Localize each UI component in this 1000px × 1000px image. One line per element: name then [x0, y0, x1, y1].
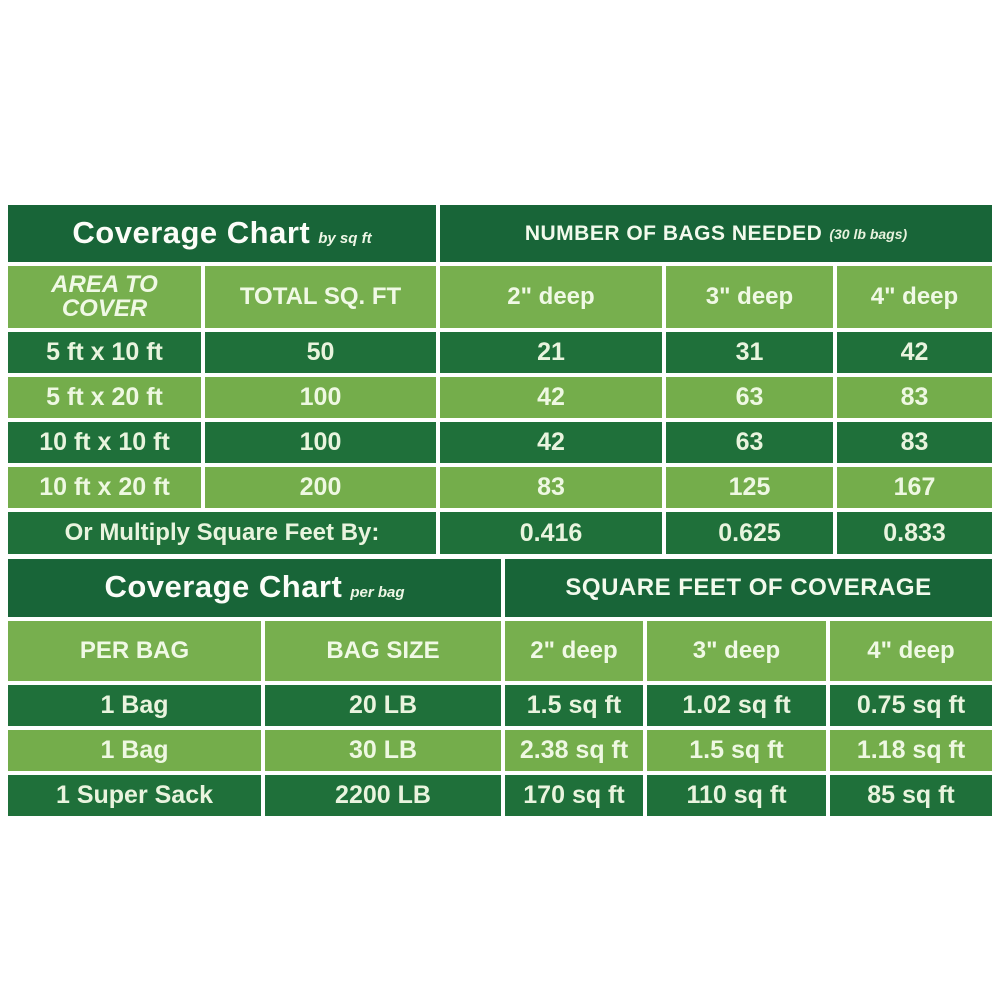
table1-col-header-3deep: 3" deep [666, 266, 833, 328]
table1-row0-4deep: 42 [837, 332, 992, 373]
table1-row0-area: 5 ft x 10 ft [8, 332, 201, 373]
table2-title-note: per bag [350, 584, 405, 601]
table2-col-header-3deep: 3" deep [647, 621, 826, 681]
table2-row2-bagsize: 2200 LB [265, 775, 501, 816]
table1-footer-label: Or Multiply Square Feet By: [8, 512, 436, 554]
table1-row1-3deep: 63 [666, 377, 833, 418]
table1-row0-sqft: 50 [205, 332, 436, 373]
table2-row0-bagsize: 20 LB [265, 685, 501, 726]
table1-title-note: by sq ft [318, 230, 372, 247]
table2-row1-perbag: 1 Bag [8, 730, 261, 771]
table1-row1-sqft: 100 [205, 377, 436, 418]
table1-footer-2deep: 0.416 [440, 512, 662, 554]
table1-row3-area: 10 ft x 20 ft [8, 467, 201, 508]
table1-col-header-2deep: 2" deep [440, 266, 662, 328]
table1-col-header-4deep: 4" deep [837, 266, 992, 328]
table2-title-cell: Coverage Chart per bag [8, 559, 501, 617]
tables-container: Coverage Chart by sq ft NUMBER OF BAGS N… [8, 205, 992, 816]
table1-col-header-totalsqft: TOTAL SQ. FT [205, 266, 436, 328]
table1-row1-area: 5 ft x 20 ft [8, 377, 201, 418]
table1-row2-2deep: 42 [440, 422, 662, 463]
table2-coverage-header-cell: SQUARE FEET OF COVERAGE [505, 559, 992, 617]
table-coverage-per-bag: Coverage Chart per bag SQUARE FEET OF CO… [8, 559, 992, 816]
table1-row3-4deep: 167 [837, 467, 992, 508]
table1-row1-4deep: 83 [837, 377, 992, 418]
table2-row0-perbag: 1 Bag [8, 685, 261, 726]
table2-row0-4deep: 0.75 sq ft [830, 685, 992, 726]
table1-title-cell: Coverage Chart by sq ft [8, 205, 436, 262]
table1-title: Coverage Chart [72, 215, 311, 250]
table2-row1-2deep: 2.38 sq ft [505, 730, 643, 771]
table1-row3-sqft: 200 [205, 467, 436, 508]
table2-title: Coverage Chart [104, 569, 343, 604]
table2-col-header-bagsize: BAG SIZE [265, 621, 501, 681]
table2-col-header-2deep: 2" deep [505, 621, 643, 681]
table1-row3-3deep: 125 [666, 467, 833, 508]
table2-row1-4deep: 1.18 sq ft [830, 730, 992, 771]
table2-row1-bagsize: 30 LB [265, 730, 501, 771]
table1-bags-note: (30 lb bags) [829, 225, 908, 242]
table1-bags-header: NUMBER OF BAGS NEEDED [524, 222, 823, 245]
table2-row0-3deep: 1.02 sq ft [647, 685, 826, 726]
table1-row0-2deep: 21 [440, 332, 662, 373]
table2-row1-3deep: 1.5 sq ft [647, 730, 826, 771]
table2-row2-4deep: 85 sq ft [830, 775, 992, 816]
table1-footer-4deep: 0.833 [837, 512, 992, 554]
table1-bags-header-cell: NUMBER OF BAGS NEEDED (30 lb bags) [440, 205, 992, 262]
table1-row3-2deep: 83 [440, 467, 662, 508]
table-coverage-by-sqft: Coverage Chart by sq ft NUMBER OF BAGS N… [8, 205, 992, 554]
table1-row2-3deep: 63 [666, 422, 833, 463]
table1-row0-3deep: 31 [666, 332, 833, 373]
table1-row2-sqft: 100 [205, 422, 436, 463]
table2-row2-2deep: 170 sq ft [505, 775, 643, 816]
table2-row0-2deep: 1.5 sq ft [505, 685, 643, 726]
table1-row1-2deep: 42 [440, 377, 662, 418]
table1-footer-3deep: 0.625 [666, 512, 833, 554]
table2-col-header-4deep: 4" deep [830, 621, 992, 681]
table1-col-header-area: AREA TO COVER [8, 266, 201, 328]
table2-row2-perbag: 1 Super Sack [8, 775, 261, 816]
table1-row2-4deep: 83 [837, 422, 992, 463]
table2-coverage-header: SQUARE FEET OF COVERAGE [565, 574, 932, 601]
table2-row2-3deep: 110 sq ft [647, 775, 826, 816]
table1-row2-area: 10 ft x 10 ft [8, 422, 201, 463]
table2-col-header-perbag: PER BAG [8, 621, 261, 681]
